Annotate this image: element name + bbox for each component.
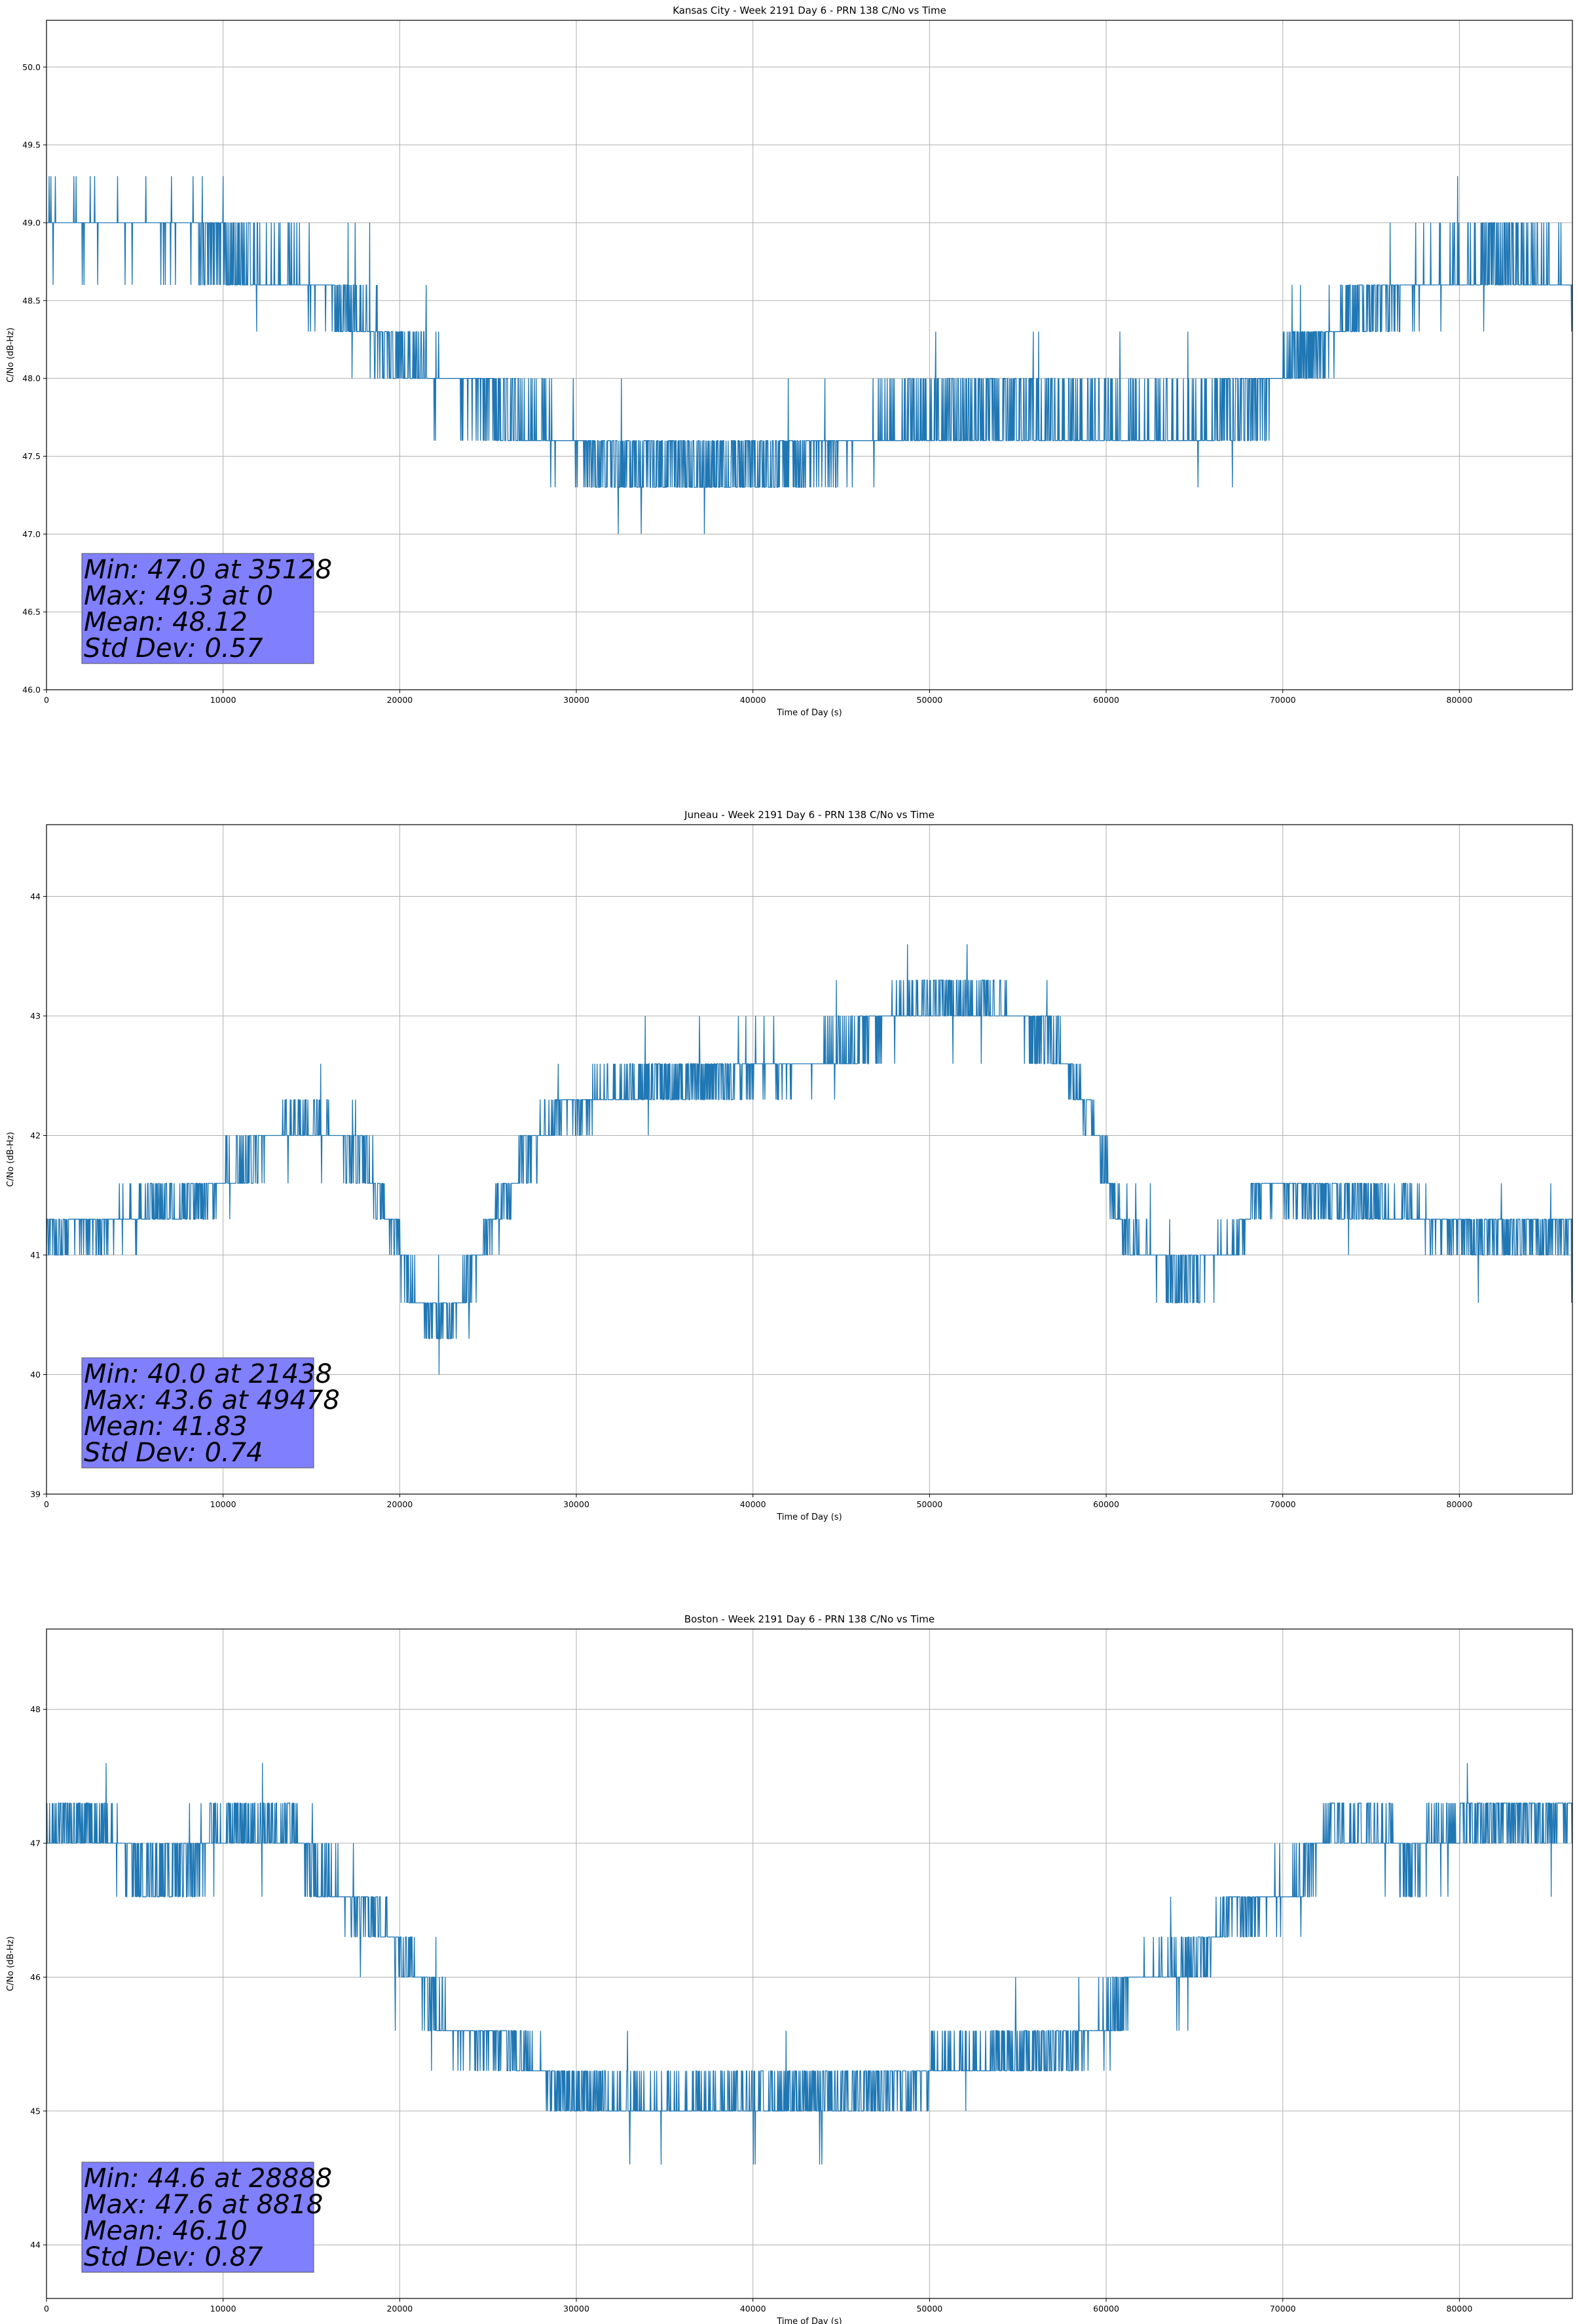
x-axis-label: Time of Day (s)	[776, 1512, 842, 1522]
stats-line: Max: 47.6 at 8818	[84, 2190, 323, 2220]
stats-box-background	[81, 553, 314, 664]
cno-series-line	[46, 1763, 1572, 2164]
y-tick-label: 48.0	[22, 373, 41, 383]
y-tick-label: 41	[30, 1250, 41, 1260]
chart-title: Juneau - Week 2191 Day 6 - PRN 138 C/No …	[684, 809, 935, 821]
x-tick-label: 80000	[1447, 2304, 1473, 2314]
y-tick-label: 45	[30, 2106, 41, 2116]
y-tick-label: 44	[30, 891, 41, 901]
chart-title: Kansas City - Week 2191 Day 6 - PRN 138 …	[673, 5, 946, 16]
x-tick-label: 10000	[210, 1499, 236, 1509]
y-axis-label: C/No (dB-Hz)	[6, 328, 16, 383]
stats-box-background	[81, 1357, 314, 1469]
y-tick-label: 48	[30, 1704, 41, 1714]
x-axis-label: Time of Day (s)	[776, 2317, 842, 2324]
axes-frame	[46, 20, 1573, 690]
x-tick-label: 30000	[563, 695, 589, 705]
stats-line: Std Dev: 0.57	[84, 633, 263, 664]
y-tick-label: 47.5	[22, 451, 41, 461]
x-tick-label: 30000	[563, 1499, 589, 1509]
grid	[46, 20, 1572, 690]
y-tick-label: 39	[30, 1490, 41, 1499]
stats-line: Std Dev: 0.74	[84, 1438, 263, 1468]
x-tick-label: 70000	[1270, 1499, 1296, 1509]
x-tick-label: 70000	[1270, 2304, 1296, 2314]
stats-line: Min: 40.0 at 21438	[84, 1359, 332, 1389]
x-axis: 0 10000 20000 30000 40000 50000 60000 70000 8000…	[44, 2298, 1472, 2314]
x-tick-label: 0	[44, 695, 49, 705]
y-tick-label: 46.0	[22, 685, 41, 695]
y-axis: 44 45 46 47 48	[30, 1704, 46, 2250]
stats-line: Mean: 41.83	[84, 1412, 248, 1442]
x-tick-label: 20000	[386, 695, 413, 705]
cno-series-line	[46, 176, 1572, 534]
y-tick-label: 49.0	[22, 217, 41, 227]
y-tick-label: 48.5	[22, 295, 41, 305]
x-tick-label: 60000	[1093, 1499, 1119, 1509]
x-tick-label: 80000	[1447, 695, 1473, 705]
stats-line: Std Dev: 0.87	[84, 2242, 263, 2272]
stats-line: Min: 47.0 at 35128	[84, 555, 332, 585]
y-axis-label: C/No (dB-Hz)	[6, 1132, 16, 1187]
stats-line: Max: 43.6 at 49478	[84, 1385, 340, 1415]
x-tick-label: 50000	[916, 1499, 942, 1509]
stats-box-background	[81, 2162, 314, 2273]
y-tick-label: 44	[30, 2240, 41, 2250]
x-tick-label: 40000	[740, 1499, 766, 1509]
stats-line: Mean: 48.12	[84, 607, 248, 637]
y-tick-label: 49.5	[22, 140, 41, 150]
x-tick-label: 50000	[916, 2304, 942, 2314]
x-tick-label: 60000	[1093, 2304, 1119, 2314]
x-tick-label: 50000	[916, 695, 942, 705]
x-axis: 0 10000 20000 30000 40000 50000 60000 70000 8000…	[44, 690, 1472, 705]
chart-panel-3: 0 10000 20000 30000 40000 50000 60000 70000 8000…	[6, 1613, 1572, 2324]
axes-frame	[46, 824, 1573, 1495]
y-tick-label: 46.5	[22, 607, 41, 617]
chart-panel-1: 0 10000 20000 30000 40000 50000 60000 70000 8000…	[6, 5, 1573, 718]
chart-panel-2: 0 10000 20000 30000 40000 50000 60000 70000 8000…	[6, 809, 1573, 1522]
y-tick-label: 43	[30, 1011, 41, 1021]
x-tick-label: 80000	[1447, 1499, 1473, 1509]
y-axis-label: C/No (dB-Hz)	[6, 1936, 16, 1991]
y-tick-label: 50.0	[22, 62, 41, 72]
y-axis: 39 40 41 42 43 44	[30, 891, 46, 1499]
x-tick-label: 40000	[740, 695, 766, 705]
cno-series-line	[46, 945, 1572, 1375]
stats-line: Min: 44.6 at 28888	[84, 2164, 332, 2194]
y-axis: 46.0 46.5 47.0 47.5 48.0 48.5 49.0 49.5 50.0	[22, 62, 46, 695]
x-tick-label: 30000	[563, 2304, 589, 2314]
x-tick-label: 20000	[386, 2304, 413, 2314]
x-tick-label: 40000	[740, 2304, 766, 2314]
axes-frame	[46, 1628, 1573, 2299]
x-tick-label: 10000	[210, 695, 236, 705]
y-tick-label: 46	[30, 1972, 41, 1982]
x-axis: 0 10000 20000 30000 40000 50000 60000 70000 8000…	[44, 1494, 1472, 1509]
x-tick-label: 60000	[1093, 695, 1119, 705]
y-tick-label: 42	[30, 1131, 41, 1140]
stats-line: Mean: 46.10	[84, 2216, 248, 2246]
x-axis-label: Time of Day (s)	[776, 708, 842, 718]
x-tick-label: 0	[44, 1499, 49, 1509]
x-tick-label: 0	[44, 2304, 49, 2314]
y-tick-label: 47.0	[22, 529, 41, 539]
x-tick-label: 70000	[1270, 695, 1296, 705]
x-tick-label: 20000	[386, 1499, 413, 1509]
y-tick-label: 40	[30, 1370, 41, 1379]
chart-title: Boston - Week 2191 Day 6 - PRN 138 C/No …	[684, 1613, 935, 1625]
stats-line: Max: 49.3 at 0	[84, 581, 273, 611]
y-tick-label: 47	[30, 1839, 41, 1848]
x-tick-label: 10000	[210, 2304, 236, 2314]
